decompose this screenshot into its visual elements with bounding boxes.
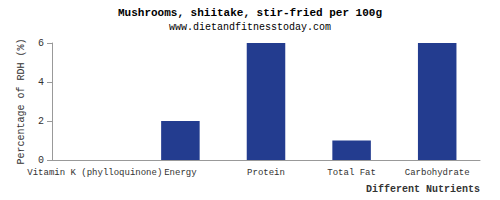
svg-text:Total Fat: Total Fat	[327, 168, 376, 178]
svg-text:0: 0	[38, 155, 44, 166]
svg-text:Percentage of RDH (%): Percentage of RDH (%)	[16, 38, 27, 164]
svg-text:Energy: Energy	[164, 168, 197, 178]
svg-text:www.dietandfitnesstoday.com: www.dietandfitnesstoday.com	[169, 22, 331, 33]
svg-text:Different Nutrients: Different Nutrients	[366, 184, 480, 195]
svg-text:Carbohydrate: Carbohydrate	[405, 168, 470, 178]
svg-text:4: 4	[38, 77, 44, 88]
svg-text:Vitamin K (phylloquinone): Vitamin K (phylloquinone)	[27, 168, 162, 178]
svg-text:2: 2	[38, 116, 44, 127]
svg-text:Protein: Protein	[247, 168, 285, 178]
svg-text:6: 6	[38, 38, 44, 49]
svg-text:Mushrooms, shiitake, stir-frie: Mushrooms, shiitake, stir-fried per 100g	[118, 7, 382, 19]
